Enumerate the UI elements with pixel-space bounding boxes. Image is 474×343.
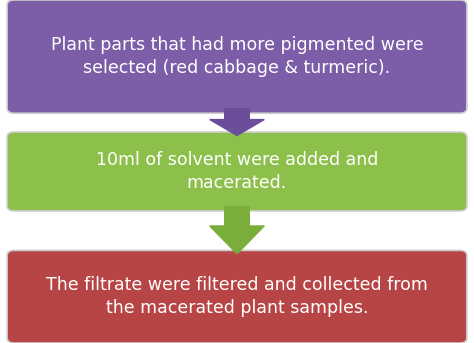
FancyBboxPatch shape bbox=[7, 0, 467, 113]
Text: 10ml of solvent were added and
macerated.: 10ml of solvent were added and macerated… bbox=[96, 151, 378, 192]
Bar bbox=[224, 206, 250, 226]
FancyBboxPatch shape bbox=[7, 250, 467, 343]
Text: Plant parts that had more pigmented were
selected (red cabbage & turmeric).: Plant parts that had more pigmented were… bbox=[51, 36, 423, 78]
Text: The filtrate were filtered and collected from
the macerated plant samples.: The filtrate were filtered and collected… bbox=[46, 276, 428, 318]
Polygon shape bbox=[210, 120, 264, 135]
Polygon shape bbox=[210, 226, 264, 254]
Bar bbox=[224, 108, 250, 120]
FancyBboxPatch shape bbox=[7, 132, 467, 211]
